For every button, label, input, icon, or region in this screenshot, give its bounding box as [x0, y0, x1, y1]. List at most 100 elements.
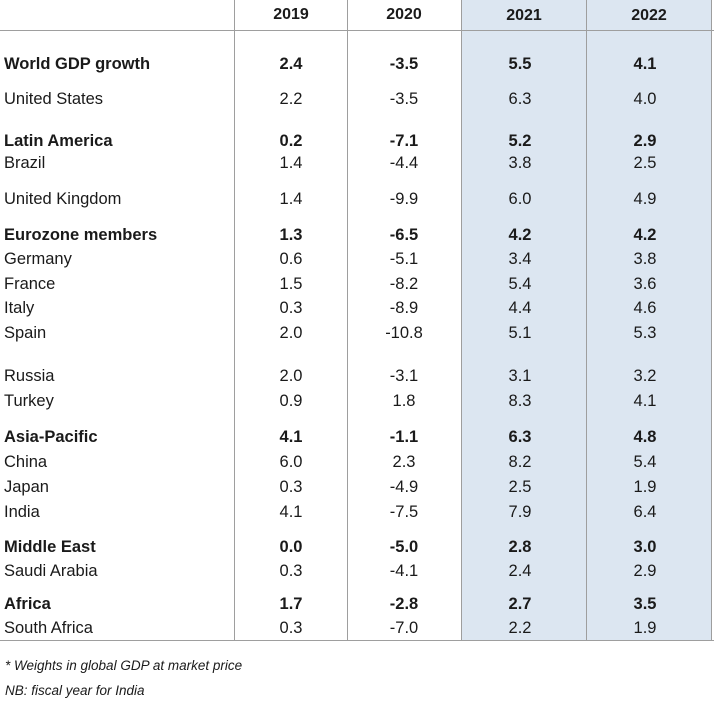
cell-india-2021: 7.9	[508, 503, 532, 521]
cell-france-2021: 5.4	[508, 275, 532, 293]
col-divider-2019	[347, 0, 348, 640]
cell-france-2019: 1.5	[279, 275, 303, 293]
cell-middle-east-2021: 2.8	[508, 538, 532, 556]
cell-russia-2020: -3.1	[389, 367, 419, 385]
cell-germany-2021: 3.4	[508, 250, 532, 268]
row-label-russia: Russia	[4, 367, 55, 385]
row-label-spain: Spain	[4, 324, 47, 342]
cell-latin-america-2020: -7.1	[389, 132, 419, 150]
cell-spain-2019: 2.0	[279, 324, 303, 342]
cell-south-africa-2022: 1.9	[633, 619, 657, 637]
row-label-germany: Germany	[4, 250, 72, 268]
cell-asia-pacific-2021: 6.3	[508, 428, 532, 446]
cell-germany-2022: 3.8	[633, 250, 657, 268]
row-label-asia-pacific: Asia-Pacific	[4, 428, 98, 446]
col-header-2021: 2021	[506, 7, 542, 24]
cell-china-2020: 2.3	[392, 453, 416, 471]
row-label-india: India	[4, 503, 40, 521]
row-label-united-kingdom: United Kingdom	[4, 190, 122, 208]
row-label-eurozone-members: Eurozone members	[4, 226, 158, 244]
cell-russia-2021: 3.1	[508, 367, 532, 385]
cell-united-kingdom-2020: -9.9	[389, 190, 419, 208]
row-label-africa: Africa	[4, 595, 51, 613]
col-header-2020: 2020	[386, 6, 422, 23]
cell-south-africa-2019: 0.3	[279, 619, 303, 637]
cell-saudi-arabia-2022: 2.9	[633, 562, 657, 580]
cell-middle-east-2020: -5.0	[389, 538, 419, 556]
row-label-middle-east: Middle East	[4, 538, 96, 556]
cell-africa-2020: -2.8	[389, 595, 419, 613]
footnote-india: NB: fiscal year for India	[5, 683, 145, 698]
cell-latin-america-2019: 0.2	[279, 132, 303, 150]
row-label-south-africa: South Africa	[4, 619, 93, 637]
cell-turkey-2022: 4.1	[633, 392, 657, 410]
cell-brazil-2019: 1.4	[279, 154, 303, 172]
cell-france-2020: -8.2	[389, 275, 419, 293]
cell-middle-east-2022: 3.0	[633, 538, 657, 556]
cell-world-gdp-growth-2019: 2.4	[279, 55, 303, 73]
cell-south-africa-2021: 2.2	[508, 619, 532, 637]
cell-united-states-2019: 2.2	[279, 90, 303, 108]
cell-africa-2022: 3.5	[633, 595, 657, 613]
cell-china-2021: 8.2	[508, 453, 532, 471]
cell-india-2020: -7.5	[389, 503, 419, 521]
cell-asia-pacific-2020: -1.1	[389, 428, 419, 446]
col-divider-2020	[461, 0, 462, 640]
cell-japan-2022: 1.9	[633, 478, 657, 496]
cell-eurozone-members-2019: 1.3	[279, 226, 303, 244]
cell-italy-2020: -8.9	[389, 299, 419, 317]
table-bottom-border	[0, 640, 714, 641]
col-header-2019: 2019	[273, 6, 309, 23]
cell-eurozone-members-2021: 4.2	[508, 226, 532, 244]
cell-italy-2021: 4.4	[508, 299, 532, 317]
cell-world-gdp-growth-2020: -3.5	[389, 55, 419, 73]
col-header-2022: 2022	[631, 7, 667, 24]
cell-germany-2019: 0.6	[279, 250, 303, 268]
row-label-italy: Italy	[4, 299, 35, 317]
cell-spain-2020: -10.8	[385, 324, 423, 342]
cell-brazil-2021: 3.8	[508, 154, 532, 172]
cell-africa-2021: 2.7	[508, 595, 532, 613]
cell-japan-2021: 2.5	[508, 478, 532, 496]
cell-japan-2019: 0.3	[279, 478, 303, 496]
cell-latin-america-2021: 5.2	[508, 132, 532, 150]
cell-asia-pacific-2019: 4.1	[279, 428, 303, 446]
cell-russia-2019: 2.0	[279, 367, 303, 385]
cell-japan-2020: -4.9	[389, 478, 419, 496]
forecast-shade-2022	[587, 0, 711, 640]
cell-united-kingdom-2019: 1.4	[279, 190, 303, 208]
col-divider-2022	[711, 0, 712, 640]
header-divider	[0, 30, 714, 31]
cell-brazil-2022: 2.5	[633, 154, 657, 172]
cell-france-2022: 3.6	[633, 275, 657, 293]
cell-world-gdp-growth-2022: 4.1	[633, 55, 657, 73]
cell-eurozone-members-2022: 4.2	[633, 226, 657, 244]
cell-united-states-2022: 4.0	[633, 90, 657, 108]
cell-germany-2020: -5.1	[389, 250, 419, 268]
cell-saudi-arabia-2020: -4.1	[389, 562, 419, 580]
cell-middle-east-2019: 0.0	[279, 538, 303, 556]
row-label-turkey: Turkey	[4, 392, 54, 410]
cell-turkey-2021: 8.3	[508, 392, 532, 410]
cell-united-states-2021: 6.3	[508, 90, 532, 108]
row-label-saudi-arabia: Saudi Arabia	[4, 562, 98, 580]
footnote-weights: * Weights in global GDP at market price	[5, 658, 243, 673]
row-label-france: France	[4, 275, 56, 293]
cell-united-kingdom-2021: 6.0	[508, 190, 532, 208]
cell-russia-2022: 3.2	[633, 367, 657, 385]
col-divider-label	[234, 0, 235, 640]
cell-turkey-2020: 1.8	[392, 392, 416, 410]
cell-india-2019: 4.1	[279, 503, 303, 521]
cell-africa-2019: 1.7	[279, 595, 303, 613]
forecast-shade-2021	[462, 0, 586, 640]
cell-brazil-2020: -4.4	[389, 154, 419, 172]
cell-world-gdp-growth-2021: 5.5	[508, 55, 532, 73]
cell-italy-2022: 4.6	[633, 299, 657, 317]
cell-china-2022: 5.4	[633, 453, 657, 471]
row-label-china: China	[4, 453, 48, 471]
cell-saudi-arabia-2019: 0.3	[279, 562, 303, 580]
row-label-world-gdp-growth: World GDP growth	[4, 55, 151, 73]
cell-spain-2021: 5.1	[508, 324, 532, 342]
col-divider-2021	[586, 0, 587, 640]
cell-turkey-2019: 0.9	[279, 392, 303, 410]
